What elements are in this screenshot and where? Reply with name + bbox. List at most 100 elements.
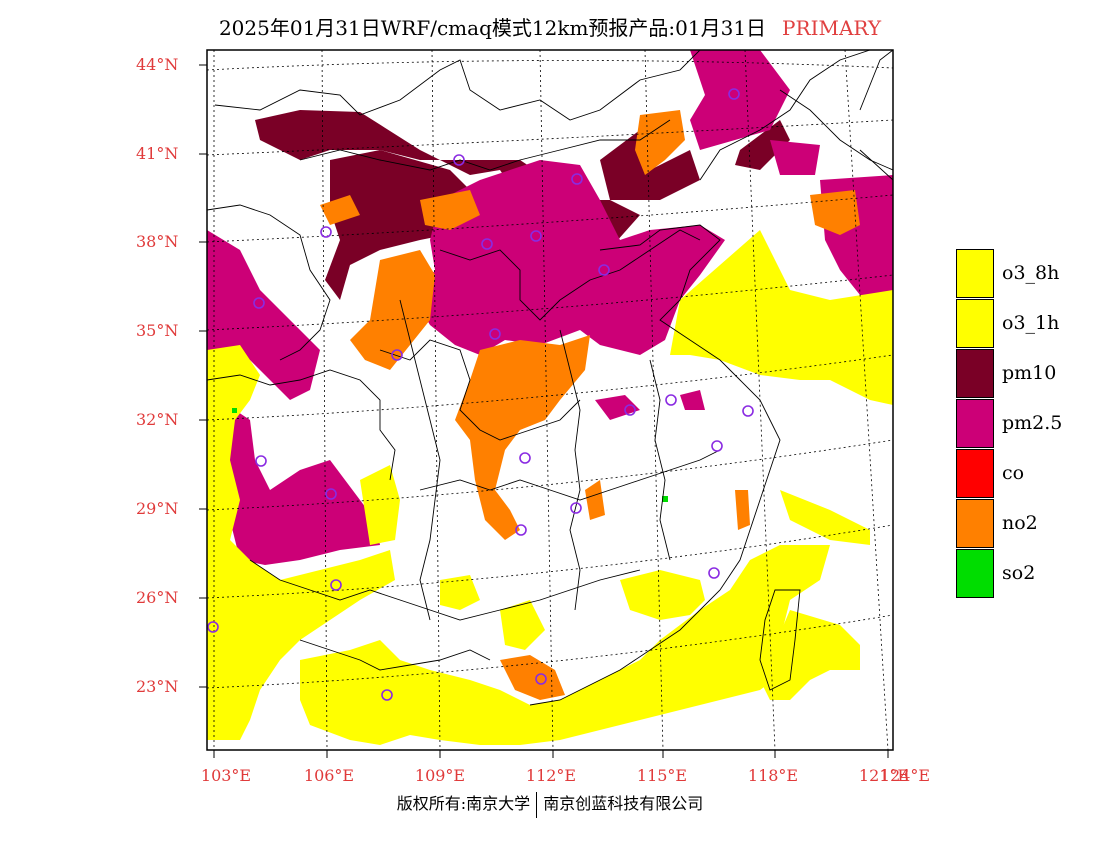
title-primary-tag: PRIMARY [782,16,882,40]
so2-spot-west [232,408,237,413]
graticule-lat-32 [207,354,893,421]
station-markers [207,88,754,701]
lon-label-115: 115°E [636,766,688,785]
lon-label-112: 112°E [525,766,577,785]
legend-label: so2 [1002,562,1036,584]
station-marker [742,405,754,417]
station-marker [391,349,403,361]
station-marker [711,440,723,452]
station-marker [330,579,342,591]
map-frame [206,49,894,751]
so2-spot [662,496,668,502]
legend: o3_8h o3_1h pm10 pm2.5 co no2 so2 [956,249,1096,599]
lat-label-35: 35°N [136,321,179,340]
legend-swatch [956,549,994,598]
station-marker [624,404,636,416]
lat-label-41: 41°N [136,144,179,163]
legend-label: co [1002,462,1025,484]
station-marker [207,621,219,633]
legend-swatch [956,249,994,298]
boundary-korea [859,50,893,181]
boundary-inner-mongolia [299,119,671,171]
station-marker [665,394,677,406]
graticule-lon-121 [844,50,889,750]
lat-label-38: 38°N [136,232,179,251]
o3-region-center [360,465,705,650]
copyright-owner: 版权所有:南京大学 [396,794,531,813]
graticule-lat-35 [207,274,893,331]
boundary-northeast [699,50,893,181]
lon-label-106: 106°E [303,766,355,785]
boundary-bohai-coast [529,224,781,706]
station-marker [571,173,583,185]
boundary-north [214,50,701,121]
legend-swatch [956,499,994,548]
legend-item: o3_8h [956,249,1096,299]
boundary-vertical-3 [649,359,671,561]
boundary-taiwan [759,589,801,691]
station-marker [320,226,332,238]
boundary-west-2 [207,369,396,481]
legend-item: co [956,449,1096,499]
legend-swatch [956,399,994,448]
graticule-lat-29 [207,439,893,511]
pm25-region-sichuan [220,400,380,565]
boundary-south-1 [249,559,641,621]
station-marker [453,154,465,166]
station-marker [519,452,531,464]
lon-label-124: 124°E [879,766,931,785]
legend-label: o3_8h [1002,262,1060,284]
copyright-footer: 版权所有:南京大学 南京创蓝科技有限公司 [0,790,1100,818]
station-marker [255,455,267,467]
lon-label-121: 121°E [858,766,910,785]
lat-label-29: 29°N [136,499,179,518]
pm25-region-west [207,230,320,400]
lat-label-26: 26°N [136,588,179,607]
legend-swatch [956,349,994,398]
legend-label: pm2.5 [1002,412,1063,434]
station-marker [481,238,493,250]
boundary-west-1 [207,204,331,361]
boundary-north-china [439,229,701,321]
legend-item: so2 [956,549,1096,599]
station-marker [530,230,542,242]
station-marker [489,328,501,340]
boundary-vertical-2 [559,329,581,611]
legend-item: pm2.5 [956,399,1096,449]
legend-label: no2 [1002,512,1038,534]
legend-label: pm10 [1002,362,1057,384]
pm25-region-east [595,390,705,420]
graticule-lat-26 [207,524,893,599]
station-marker [570,502,582,514]
tick-marks [199,64,889,758]
legend-swatch [956,299,994,348]
pm25-region-northeast [690,50,893,300]
legend-label: o3_1h [1002,312,1060,334]
boundary-vertical-1 [399,299,441,621]
boundary-center-1 [379,339,581,441]
boundary-south-2 [299,639,491,671]
graticule-lon-115 [644,50,664,750]
legend-swatch [956,449,994,498]
lon-label-118: 118°E [747,766,799,785]
boundaries [207,50,893,706]
copyright-company: 南京创蓝科技有限公司 [543,794,704,813]
no2-region-northeast [635,110,860,235]
no2-region-shanxi [350,250,435,370]
o3-region-south-sea [760,490,870,700]
graticule-lon-112 [539,50,554,750]
station-marker [381,689,393,701]
map-title: 2025年01月31日WRF/cmaq模式12km预报产品:01月31日 PRIM… [0,12,1100,41]
pm10-region-center [325,150,480,300]
legend-item: o3_1h [956,299,1096,349]
graticule-lon-106 [321,50,328,750]
station-marker [708,567,720,579]
legend-item: no2 [956,499,1096,549]
no2-region-central [455,335,590,540]
no2-region-south [500,480,765,700]
boundary-center-2 [419,449,721,501]
lon-label-109: 109°E [414,766,466,785]
station-marker [598,264,610,276]
lat-label-23: 23°N [136,677,179,696]
station-marker [535,673,547,685]
